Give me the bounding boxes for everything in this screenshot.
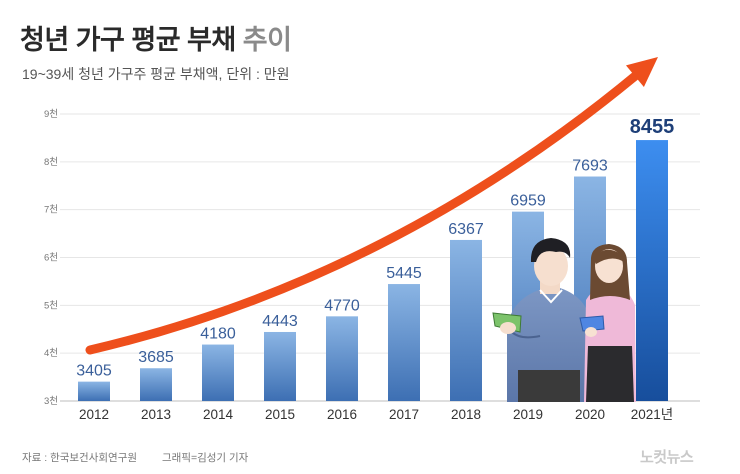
title-main: 청년 가구 평균 부채: [20, 25, 236, 55]
bars: [78, 140, 668, 402]
trend-arrow: [85, 57, 658, 355]
bar-value-label: 3685: [138, 349, 174, 366]
bar-value-label: 3405: [76, 363, 112, 380]
x-tick-label: 2012: [79, 407, 109, 422]
y-tick-label: 3천: [44, 396, 58, 407]
bar-2021년: [636, 140, 668, 402]
woman-figure: [579, 244, 636, 402]
bar-2018: [450, 239, 482, 401]
bar-value-label: 4180: [200, 326, 236, 343]
bar-2013: [140, 368, 172, 401]
man-figure: [492, 238, 592, 402]
y-tick-label: 9천: [44, 109, 58, 120]
x-tick-label: 2021년: [631, 407, 673, 422]
publisher-logo: 노컷뉴스: [640, 449, 694, 466]
y-axis-ticks: 3천 4천 5천 6천 7천 8천 9천: [44, 109, 58, 407]
source-note: 자료 : 한국보건사회연구원: [22, 452, 138, 464]
title-accent: 추이: [242, 25, 292, 55]
bar-2017: [388, 284, 420, 401]
page-title: 청년 가구 평균 부채 추이: [20, 18, 292, 57]
x-tick-label: 2015: [265, 407, 295, 422]
bar-value-label: 6367: [448, 221, 484, 238]
x-tick-label: 2014: [203, 407, 234, 422]
y-tick-label: 7천: [44, 205, 58, 216]
bar-2015: [264, 331, 296, 401]
x-axis-ticks: 2012 2013 2014 2015 2016 2017 2018 2019 2020 2021…: [79, 407, 673, 422]
subtitle: 19~39세 청년 가구주 평균 부채액, 단위 : 만원: [22, 66, 290, 82]
bar-value-labels: 3405 3685 4180 4443 4770 5445 6367 6959 7693 8455: [76, 116, 674, 380]
bar-2012: [78, 381, 110, 401]
bar-value-label: 8455: [630, 116, 675, 138]
bar-value-label: 5445: [386, 265, 422, 282]
bar-2014: [202, 344, 234, 401]
bar-value-label: 4770: [324, 297, 360, 314]
bar-value-label: 6959: [510, 193, 546, 210]
x-tick-label: 2017: [389, 407, 419, 422]
people-illustration: [492, 238, 636, 402]
bar-value-label: 7693: [572, 158, 608, 175]
y-tick-label: 4천: [44, 348, 58, 359]
bar-2016: [326, 316, 358, 401]
x-tick-label: 2018: [451, 407, 481, 422]
y-tick-label: 8천: [44, 157, 58, 168]
y-tick-label: 6천: [44, 253, 58, 264]
y-tick-label: 5천: [44, 300, 58, 311]
graphic-credit: 그래픽=김성기 기자: [162, 452, 249, 464]
x-tick-label: 2013: [141, 407, 171, 422]
bar-value-label: 4443: [262, 313, 298, 330]
x-tick-label: 2020: [575, 407, 605, 422]
x-tick-label: 2019: [513, 407, 543, 422]
x-tick-label: 2016: [327, 407, 357, 422]
